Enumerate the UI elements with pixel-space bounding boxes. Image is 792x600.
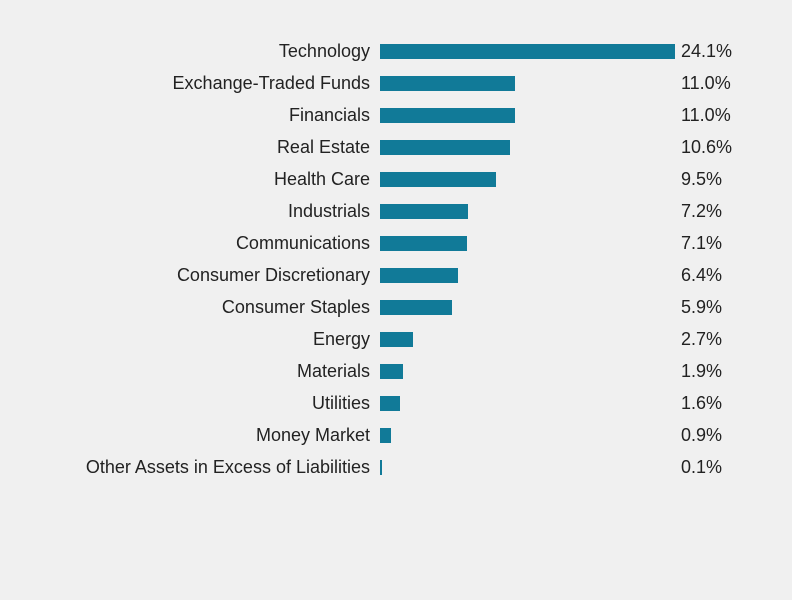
- chart-row: Materials 1.9%: [0, 355, 792, 387]
- chart-row: Utilities 1.6%: [0, 387, 792, 419]
- bar: [380, 236, 467, 251]
- allocation-bar-chart: Technology 24.1% Exchange-Traded Funds 11.0…: [0, 0, 792, 600]
- bar-area: [380, 259, 675, 291]
- category-label: Technology: [0, 41, 380, 62]
- value-label: 11.0%: [673, 105, 731, 126]
- bar-area: [380, 387, 675, 419]
- value-label: 10.6%: [673, 137, 732, 158]
- value-label: 24.1%: [673, 41, 732, 62]
- chart-row: Energy 2.7%: [0, 323, 792, 355]
- value-label: 0.9%: [673, 425, 722, 446]
- chart-row: Consumer Staples 5.9%: [0, 291, 792, 323]
- bar-area: [380, 419, 675, 451]
- category-label: Consumer Discretionary: [0, 265, 380, 286]
- bar: [380, 44, 675, 59]
- category-label: Consumer Staples: [0, 297, 380, 318]
- category-label: Real Estate: [0, 137, 380, 158]
- category-label: Other Assets in Excess of Liabilities: [0, 457, 380, 478]
- chart-row: Consumer Discretionary 6.4%: [0, 259, 792, 291]
- bar: [380, 172, 496, 187]
- chart-row: Communications 7.1%: [0, 227, 792, 259]
- value-label: 5.9%: [673, 297, 722, 318]
- bar-area: [380, 227, 675, 259]
- bar-area: [380, 131, 675, 163]
- bar: [380, 204, 468, 219]
- value-label: 0.1%: [673, 457, 722, 478]
- chart-row: Exchange-Traded Funds 11.0%: [0, 67, 792, 99]
- bar: [380, 140, 510, 155]
- category-label: Utilities: [0, 393, 380, 414]
- chart-rows: Technology 24.1% Exchange-Traded Funds 11.0…: [0, 35, 792, 483]
- bar-area: [380, 323, 675, 355]
- bar-area: [380, 195, 675, 227]
- chart-row: Financials 11.0%: [0, 99, 792, 131]
- value-label: 11.0%: [673, 73, 731, 94]
- bar: [380, 300, 452, 315]
- bar-area: [380, 291, 675, 323]
- value-label: 7.1%: [673, 233, 722, 254]
- bar: [380, 428, 391, 443]
- category-label: Money Market: [0, 425, 380, 446]
- bar-area: [380, 451, 675, 483]
- value-label: 7.2%: [673, 201, 722, 222]
- value-label: 1.6%: [673, 393, 722, 414]
- category-label: Exchange-Traded Funds: [0, 73, 380, 94]
- value-label: 9.5%: [673, 169, 722, 190]
- category-label: Communications: [0, 233, 380, 254]
- value-label: 2.7%: [673, 329, 722, 350]
- category-label: Industrials: [0, 201, 380, 222]
- value-label: 6.4%: [673, 265, 722, 286]
- chart-row: Industrials 7.2%: [0, 195, 792, 227]
- bar-area: [380, 163, 675, 195]
- bar: [380, 268, 458, 283]
- category-label: Energy: [0, 329, 380, 350]
- bar: [380, 332, 413, 347]
- bar-area: [380, 35, 675, 67]
- bar-area: [380, 355, 675, 387]
- bar: [380, 460, 382, 475]
- category-label: Financials: [0, 105, 380, 126]
- chart-row: Technology 24.1%: [0, 35, 792, 67]
- chart-row: Money Market 0.9%: [0, 419, 792, 451]
- bar: [380, 364, 403, 379]
- value-label: 1.9%: [673, 361, 722, 382]
- chart-row: Other Assets in Excess of Liabilities 0.1…: [0, 451, 792, 483]
- bar-area: [380, 99, 675, 131]
- bar-area: [380, 67, 675, 99]
- bar: [380, 396, 400, 411]
- chart-row: Real Estate 10.6%: [0, 131, 792, 163]
- chart-row: Health Care 9.5%: [0, 163, 792, 195]
- category-label: Health Care: [0, 169, 380, 190]
- bar: [380, 76, 515, 91]
- bar: [380, 108, 515, 123]
- category-label: Materials: [0, 361, 380, 382]
